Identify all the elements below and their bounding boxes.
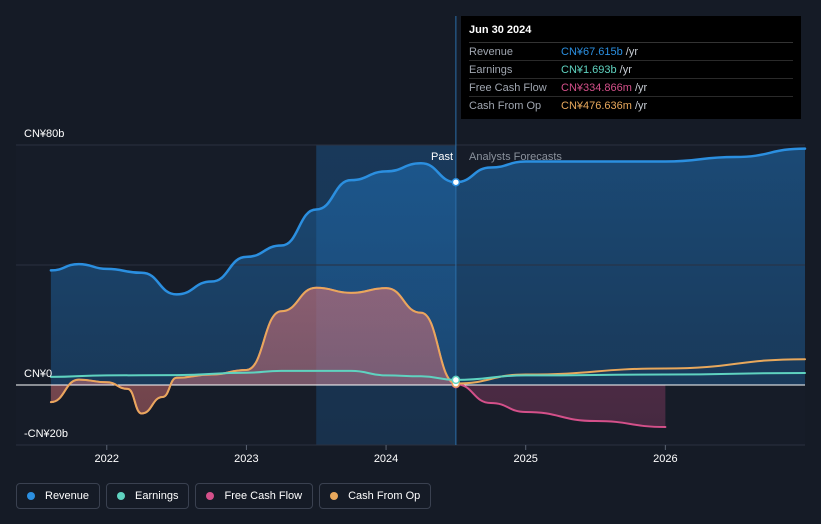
tooltip-row-label: Revenue	[469, 45, 514, 58]
y-tick-label: -CN¥20b	[24, 428, 68, 440]
tooltip-row-value: CN¥334.866m	[561, 81, 632, 94]
earnings-marker	[451, 375, 461, 385]
tooltip-row-revenue: Revenue CN¥67.615b /yr	[469, 43, 793, 61]
legend-dot-icon	[117, 492, 126, 500]
tooltip-row-label: Earnings	[469, 63, 513, 76]
revenue-area	[50, 148, 805, 385]
legend-dot-icon	[330, 492, 339, 500]
tooltip-row-unit: /yr	[619, 63, 632, 76]
y-tick-label: CN¥0	[24, 368, 52, 380]
data-tooltip: Jun 30 2024 Revenue CN¥67.615b /yr Earni…	[461, 16, 801, 119]
legend-label: Earnings	[135, 490, 179, 502]
legend-item-free-cash-flow[interactable]: Free Cash Flow	[195, 483, 314, 509]
tooltip-row-value: CN¥1.693b	[561, 63, 617, 76]
legend-label: Revenue	[45, 490, 90, 502]
legend-item-cash-from-op[interactable]: Cash From Op	[319, 483, 432, 509]
gridlines	[16, 16, 805, 446]
x-tick-label: 2025	[513, 453, 537, 465]
legend-label: Free Cash Flow	[224, 490, 303, 502]
y-tick-label: CN¥80b	[24, 128, 64, 140]
split-markers	[451, 177, 461, 389]
tooltip-row-value: CN¥67.615b	[561, 45, 623, 58]
tooltip-row-unit: /yr	[625, 45, 639, 58]
legend-dot-icon	[206, 492, 215, 500]
tooltip-row-cash-from-op: Cash From Op CN¥476.636m /yr	[469, 97, 793, 114]
series-lines	[49, 147, 807, 428]
legend-dot-icon	[27, 492, 35, 500]
revenue-line	[49, 147, 807, 296]
past-label: Past	[431, 151, 453, 163]
x-tick-label: 2024	[374, 453, 398, 465]
x-tick-label: 2023	[234, 453, 258, 465]
axis-labels: CN¥80b CN¥0 -CN¥20b 2022 2023 2024 2025 2026	[24, 128, 678, 465]
chart-legend: Revenue Earnings Free Cash Flow Cash Fro…	[16, 483, 432, 509]
series-area-fills	[50, 148, 805, 427]
revenue-marker	[451, 177, 461, 187]
tooltip-row-label: Cash From Op	[469, 99, 542, 112]
earnings-line	[49, 369, 806, 381]
tooltip-row-free-cash-flow: Free Cash Flow CN¥334.866m /yr	[469, 79, 793, 97]
tooltip-row-earnings: Earnings CN¥1.693b /yr	[469, 61, 793, 79]
tooltip-row-value: CN¥476.636m	[561, 99, 632, 112]
legend-item-revenue[interactable]: Revenue	[16, 483, 101, 509]
tooltip-row-unit: /yr	[634, 81, 648, 94]
free-cash-flow-area	[50, 287, 666, 427]
x-tick-label: 2022	[95, 453, 119, 465]
tooltip-row-label: Free Cash Flow	[469, 81, 547, 94]
legend-item-earnings[interactable]: Earnings	[106, 483, 190, 509]
forecast-label: Analysts Forecasts	[469, 151, 562, 163]
tooltip-row-unit: /yr	[634, 99, 648, 112]
x-tick-label: 2026	[653, 453, 677, 465]
tooltip-date: Jun 30 2024	[469, 24, 793, 43]
legend-label: Cash From Op	[348, 490, 421, 502]
